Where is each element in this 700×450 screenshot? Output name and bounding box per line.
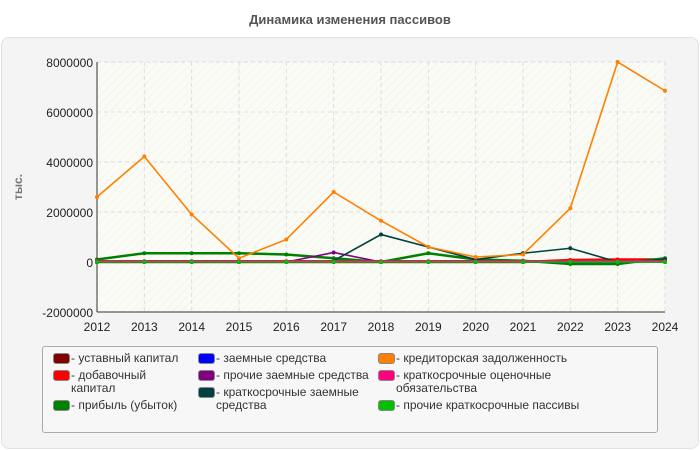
legend-item: - краткосрочные оценочные обязательства: [378, 369, 648, 395]
data-point: [284, 252, 289, 257]
y-tick-label: 0: [86, 256, 93, 270]
legend-item: - заемные средства: [198, 352, 370, 365]
legend-label: - прибыль (убыток): [71, 398, 178, 412]
y-axis-label: тыс.: [11, 174, 25, 200]
data-point: [663, 88, 667, 93]
legend-item: - прибыль (убыток): [53, 399, 191, 412]
data-point: [473, 255, 478, 259]
data-point: [95, 260, 99, 264]
data-point: [331, 190, 336, 194]
legend-swatch: [378, 400, 395, 411]
data-point: [284, 237, 289, 242]
legend-swatch: [198, 370, 215, 381]
series-6: [95, 60, 667, 261]
x-tick-label: 2021: [510, 320, 537, 334]
x-tick-label: 2020: [462, 320, 489, 334]
data-point: [379, 260, 383, 264]
y-tick-label: 6000000: [46, 106, 93, 120]
data-point: [331, 260, 336, 264]
legend-label: - заемные средства: [216, 351, 327, 365]
data-point: [615, 60, 620, 64]
legend-swatch: [378, 370, 395, 381]
y-tick-label: 8000000: [46, 56, 93, 70]
legend-label: - краткосрочные заемные средства: [216, 385, 359, 412]
legend-column: - кредиторская задолженность - краткосроч…: [378, 352, 648, 412]
x-tick-label: 2024: [652, 320, 679, 334]
legend-label: - прочие краткосрочные пассивы: [396, 398, 580, 412]
x-tick-label: 2019: [415, 320, 442, 334]
x-tick-label: 2012: [84, 320, 111, 334]
legend-item: - кредиторская задолженность: [378, 352, 648, 365]
x-tick-label: 2022: [557, 320, 584, 334]
legend-item: - прочие краткосрочные пассивы: [378, 399, 648, 412]
legend-swatch: [53, 370, 70, 381]
data-point: [426, 245, 431, 249]
data-point: [426, 251, 431, 256]
data-point: [426, 260, 431, 264]
data-point: [142, 260, 147, 264]
data-point: [142, 251, 147, 256]
chart-title: Динамика изменения пассивов: [249, 12, 451, 27]
data-point: [237, 260, 241, 264]
data-point: [331, 250, 336, 255]
y-tick-label: 2000000: [46, 206, 93, 220]
x-tick-label: 2013: [131, 320, 158, 334]
legend-swatch: [198, 387, 215, 398]
y-tick-label: 4000000: [46, 156, 93, 170]
legend: - уставный капитал - добавочный капитал - …: [42, 346, 658, 433]
legend-item: - уставный капитал: [53, 352, 191, 365]
data-point: [521, 252, 525, 257]
data-point: [379, 232, 383, 237]
data-point: [142, 154, 147, 159]
data-point: [237, 251, 241, 256]
legend-swatch: [53, 353, 70, 364]
legend-swatch: [198, 353, 215, 364]
data-point: [521, 260, 525, 264]
data-point: [284, 260, 289, 264]
legend-item: - прочие заемные средства: [198, 369, 370, 382]
x-tick-label: 2016: [273, 320, 300, 334]
data-point: [663, 260, 667, 264]
data-point: [189, 251, 194, 256]
x-tick-label: 2023: [604, 320, 631, 334]
series-8: [95, 260, 667, 264]
legend-item: - добавочный капитал: [53, 369, 191, 395]
data-point: [568, 260, 573, 264]
legend-label: - краткосрочные оценочные обязательства: [396, 368, 552, 395]
legend-label: - прочие заемные средства: [216, 368, 369, 382]
x-tick-label: 2018: [368, 320, 395, 334]
legend-column: - уставный капитал - добавочный капитал - …: [53, 352, 191, 412]
y-tick-label: -2000000: [42, 306, 93, 320]
legend-swatch: [378, 353, 395, 364]
data-point: [95, 195, 99, 199]
data-point: [568, 246, 573, 251]
data-point: [568, 206, 573, 211]
legend-label: - добавочный капитал: [71, 368, 147, 395]
x-tick-label: 2014: [178, 320, 205, 334]
plot-area: [97, 62, 665, 312]
data-point: [189, 260, 194, 264]
legend-item: - краткосрочные заемные средства: [198, 386, 370, 412]
data-point: [379, 218, 383, 223]
legend-label: - уставный капитал: [71, 351, 179, 365]
x-tick-label: 2015: [226, 320, 253, 334]
data-point: [237, 256, 241, 261]
legend-label: - кредиторская задолженность: [396, 351, 568, 365]
x-tick-label: 2017: [320, 320, 347, 334]
data-point: [473, 260, 478, 264]
data-point: [189, 212, 194, 217]
data-point: [615, 260, 620, 264]
legend-swatch: [53, 400, 70, 411]
legend-column: - заемные средства - прочие заемные средс…: [198, 352, 370, 412]
